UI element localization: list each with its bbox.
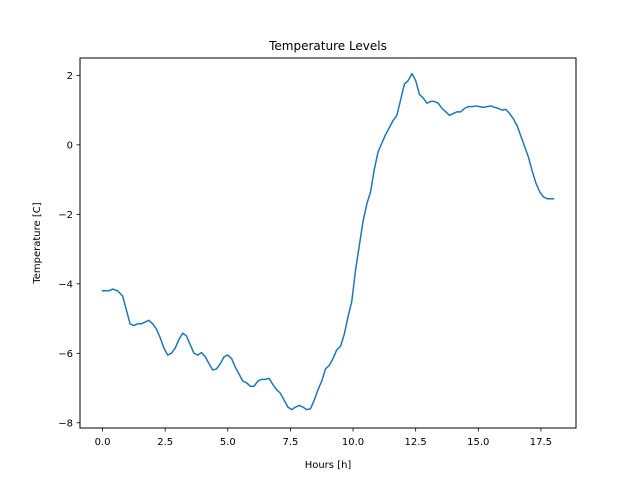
chart-title: Temperature Levels xyxy=(268,39,387,53)
x-tick-label: 17.5 xyxy=(530,437,552,448)
x-tick-label: 12.5 xyxy=(405,437,427,448)
plot-area xyxy=(101,72,555,411)
x-tick-label: 2.5 xyxy=(157,437,173,448)
axes-frame xyxy=(79,57,577,429)
x-tick-label: 10.0 xyxy=(342,437,364,448)
series-line-0 xyxy=(101,72,555,411)
x-tick-label: 7.5 xyxy=(282,437,298,448)
x-tick-label: 15.0 xyxy=(467,437,489,448)
x-axis-label: Hours [h] xyxy=(305,460,352,471)
y-axis-label: Temperature [C] xyxy=(32,202,43,284)
y-tick-label: −8 xyxy=(58,418,73,429)
y-tick-label: 0 xyxy=(67,140,73,151)
y-tick-label: −4 xyxy=(58,279,73,290)
y-axis-ticks: 2 0 −2 −4 −6 −8 xyxy=(58,71,80,429)
y-tick-label: −2 xyxy=(58,210,73,221)
x-tick-label: 5.0 xyxy=(220,437,236,448)
y-tick-label: 2 xyxy=(67,71,73,82)
x-axis-ticks: 0.0 2.5 5.0 7.5 10.0 12.5 15.0 17.5 xyxy=(95,428,552,448)
y-tick-label: −6 xyxy=(58,349,73,360)
x-tick-label: 0.0 xyxy=(95,437,111,448)
